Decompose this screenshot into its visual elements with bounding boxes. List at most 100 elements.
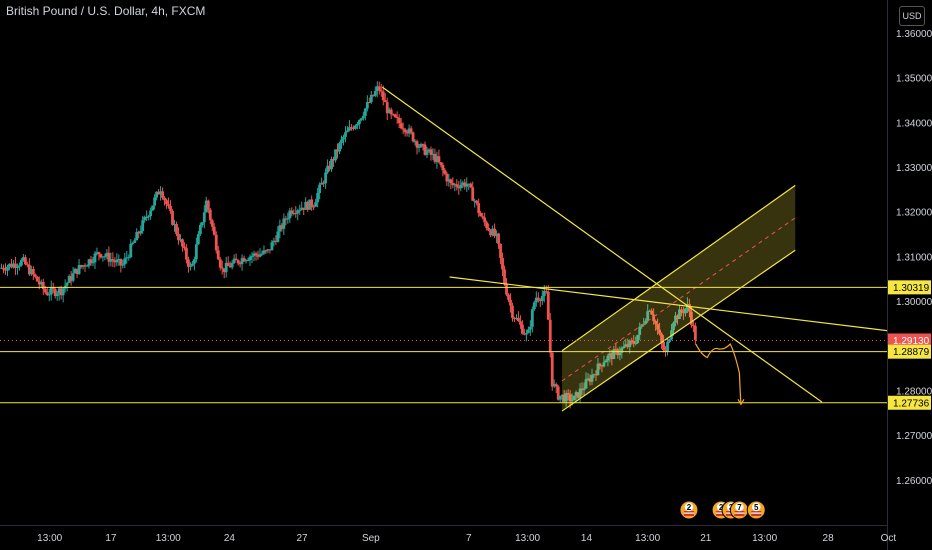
candle-body [580,388,584,391]
candle-body [447,179,451,182]
candle-body [534,297,538,303]
candle-body [171,210,174,225]
candle-body [644,320,648,324]
candle-body [608,353,612,356]
trendline[interactable] [381,86,823,403]
candle-body [224,262,228,273]
candle-body [220,267,224,269]
candle-body [169,205,172,211]
candle-body [316,193,320,203]
candle-body [548,319,552,353]
price-level-tag [888,344,931,359]
candle-body [232,258,236,263]
candle-body [137,231,141,234]
candle-body [371,94,375,96]
candle-body [77,265,81,274]
candle-body [187,259,190,267]
candle-body [503,269,506,285]
candle-body [226,262,230,266]
candle-body [606,355,610,361]
candle-body [636,334,640,343]
candle-body [200,222,204,225]
candle-body [554,384,558,387]
candle-body [523,333,526,335]
candle-body [590,375,594,382]
candle-body [544,291,548,293]
candle-body [18,265,21,267]
candle-body [399,123,403,129]
candle-body [89,259,93,263]
candle-body [425,151,429,155]
candle-body [342,136,345,140]
flag-icon[interactable]: 2 [679,500,699,520]
candle-body [391,114,395,116]
candle-body [489,230,493,236]
candle-body [346,130,349,133]
candle-body [584,379,588,389]
candle-body [332,159,335,161]
candle-body [528,326,532,330]
candle-body [435,156,439,162]
candle-body [246,260,250,262]
candle-body [149,210,153,217]
candle-body [355,123,359,126]
candle-body [509,299,512,306]
candle-body [93,253,97,263]
candle-body [451,183,455,186]
candle-body [439,162,443,165]
candle-body [300,207,304,210]
candle-body [85,265,89,267]
trendline[interactable] [449,276,887,332]
y-tick-label: 1.35000 [896,74,932,85]
candle-body [157,191,160,195]
candle-body [515,317,518,319]
candle-body [596,363,600,376]
channel-fill [562,185,796,412]
candle-body [542,291,546,296]
candle-body [361,115,365,119]
candle-body [312,206,316,208]
candle-body [357,119,361,124]
candle-body [45,292,49,296]
candle-body [208,209,212,221]
candle-body [483,217,487,223]
candle-body [477,203,481,213]
candle-body [33,274,37,277]
candle-body [185,248,188,260]
candle-body [179,239,182,241]
candle-body [393,114,397,118]
candle-body [373,91,377,96]
x-tick-label: 13:00 [515,533,540,544]
candle-body [628,340,632,347]
candle-body [161,191,164,198]
flag-icon[interactable]: 5 [746,500,766,520]
candle-body [109,259,113,262]
candle-body [103,256,107,258]
candle-body [407,128,411,134]
flag-icon[interactable]: 7 [729,500,749,520]
candle-body [383,100,387,103]
candle-body [678,309,681,320]
candle-body [348,127,351,131]
candle-body [69,276,73,281]
candle-body [139,230,143,234]
currency-button[interactable]: USD [899,6,925,26]
candle-body [524,333,528,335]
channel-lower-line[interactable] [561,249,796,412]
candle-body [268,249,272,251]
candle-body [59,288,63,296]
candle-body [14,263,17,268]
candle-body [586,378,590,380]
candle-body [47,294,51,296]
candle-body [519,321,522,325]
channel-upper-line[interactable] [561,184,796,352]
x-tick-label: 7 [466,533,472,544]
candle-body [296,210,300,214]
candle-body [214,234,218,251]
candle-body [2,267,5,270]
chart-title: British Pound / U.S. Dollar, 4h, FXCM [6,4,206,18]
candle-body [242,258,246,262]
candle-body [620,348,624,353]
candle-body [505,284,508,295]
